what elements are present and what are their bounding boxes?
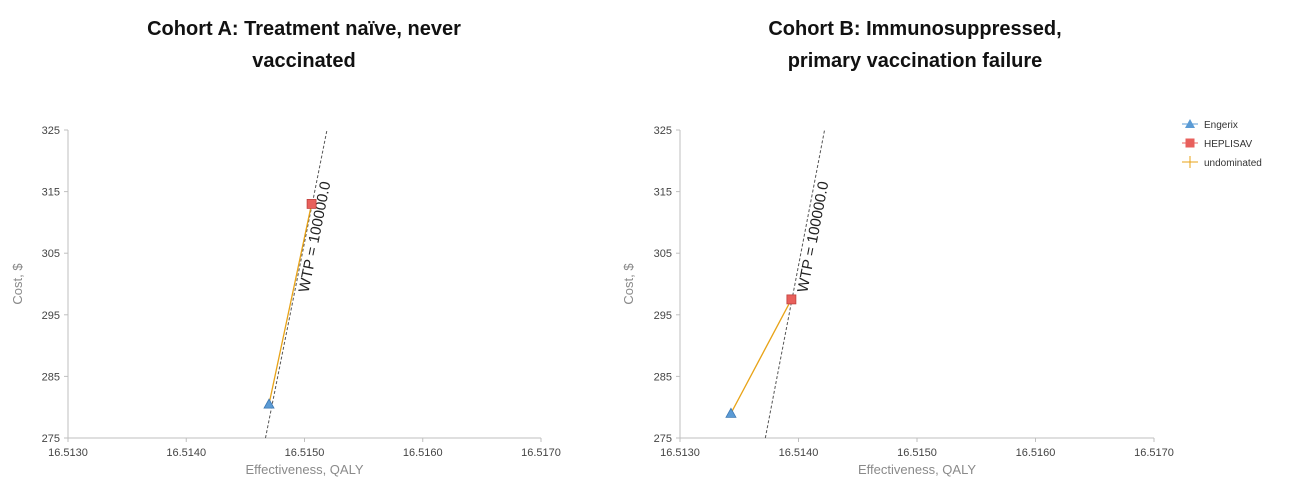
- charts: Cohort A: Treatment naïve, never vaccinat…: [10, 18, 1174, 477]
- y-tick-label: 315: [654, 187, 672, 199]
- x-axis-label: Effectiveness, QALY: [245, 462, 363, 477]
- heplisav-marker: [306, 199, 317, 209]
- y-tick-label: 325: [42, 125, 60, 137]
- legend-label: Engerix: [1204, 120, 1238, 131]
- y-tick-label: 325: [654, 125, 672, 137]
- x-tick-label: 16.5170: [521, 447, 561, 459]
- y-tick-label: 275: [42, 433, 60, 445]
- legend-item-engerix: Engerix: [1182, 119, 1238, 131]
- chart-cohort-b: Cohort B: Immunosuppressed, primary vacci…: [621, 18, 1174, 477]
- undominated-line: [730, 299, 792, 414]
- x-tick-label: 16.5150: [285, 447, 325, 459]
- y-axis-label: Cost, $: [10, 263, 25, 305]
- y-tick-label: 285: [42, 371, 60, 383]
- y-tick-label: 305: [42, 248, 60, 260]
- y-tick-label: 295: [654, 310, 672, 322]
- engerix-marker: [263, 398, 275, 409]
- chart-title-line-2: vaccinated: [252, 50, 355, 72]
- x-tick-label: 16.5140: [166, 447, 206, 459]
- chart-title-line-1: Cohort B: Immunosuppressed,: [768, 18, 1061, 40]
- y-tick-label: 305: [654, 248, 672, 260]
- chart-title-line-1: Cohort A: Treatment naïve, never: [147, 18, 461, 40]
- y-tick-label: 295: [42, 310, 60, 322]
- y-axis-label: Cost, $: [621, 263, 636, 305]
- legend: Engerix HEPLISAV undominated: [1182, 119, 1262, 169]
- wtp-label: WTP = 100000.0: [794, 180, 832, 294]
- chart-title-line-2: primary vaccination failure: [788, 50, 1043, 72]
- legend-triangle-icon: [1185, 119, 1195, 128]
- chart-cohort-a: Cohort A: Treatment naïve, never vaccinat…: [10, 18, 561, 477]
- y-tick-label: 315: [42, 187, 60, 199]
- y-tick-label: 275: [654, 433, 672, 445]
- heplisav-marker: [786, 294, 797, 305]
- engerix-marker: [725, 407, 737, 418]
- wtp-line: [264, 129, 328, 439]
- wtp-line: [764, 129, 826, 439]
- x-tick-label: 16.5170: [1134, 447, 1174, 459]
- x-tick-label: 16.5130: [660, 447, 700, 459]
- legend-item-heplisav: HEPLISAV: [1182, 138, 1252, 150]
- x-tick-label: 16.5150: [897, 447, 937, 459]
- y-tick-label: 285: [654, 371, 672, 383]
- wtp-label: WTP = 100000.0: [296, 180, 335, 294]
- legend-item-undominated: undominated: [1182, 156, 1262, 169]
- legend-label: HEPLISAV: [1204, 139, 1252, 150]
- undominated-line: [268, 203, 313, 405]
- x-axis-label: Effectiveness, QALY: [858, 462, 976, 477]
- x-tick-label: 16.5130: [48, 447, 88, 459]
- legend-label: undominated: [1204, 158, 1262, 169]
- legend-square-icon: [1185, 138, 1195, 148]
- x-tick-label: 16.5140: [779, 447, 819, 459]
- x-tick-label: 16.5160: [1016, 447, 1056, 459]
- x-tick-label: 16.5160: [403, 447, 443, 459]
